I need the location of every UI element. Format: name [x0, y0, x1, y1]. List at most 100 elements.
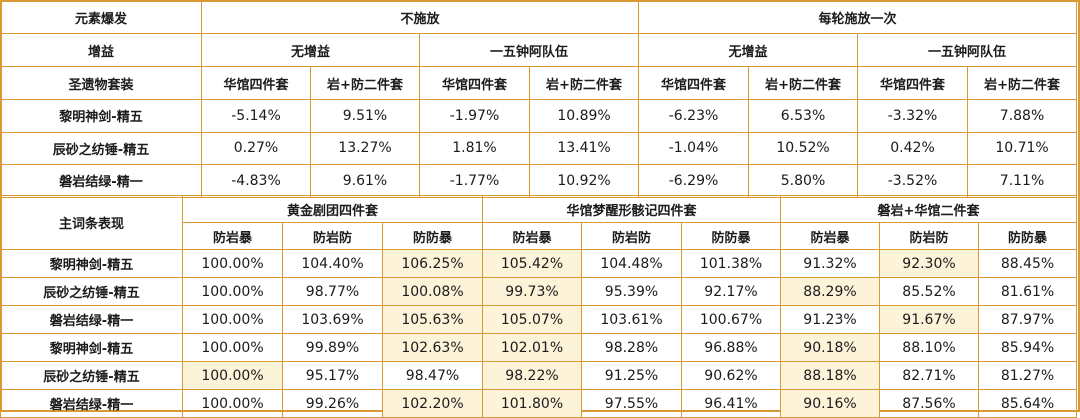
value-cell: 98.22% — [482, 361, 582, 390]
value-cell: 85.94% — [977, 333, 1078, 362]
value-cell: 101.80% — [482, 389, 582, 418]
value-cell: -4.83% — [201, 164, 311, 198]
value-cell: 87.56% — [879, 389, 979, 418]
value-cell: 7.88% — [967, 99, 1078, 133]
value-cell: 96.88% — [681, 333, 781, 362]
weapon-label: 辰砂之纺锤-精五 — [0, 277, 183, 306]
set-cell: 岩+防二件套 — [528, 66, 640, 100]
main-stat-header: 主词条表现 — [0, 195, 183, 250]
set-cell: 岩+防二件套 — [748, 66, 859, 100]
value-cell: 105.42% — [482, 249, 582, 278]
value-cell: -3.52% — [857, 164, 969, 198]
value-cell: 0.27% — [201, 131, 311, 165]
sub-header: 防岩暴 — [780, 222, 880, 250]
value-cell: 100.00% — [182, 361, 283, 390]
weapon-label: 磐岩结绿-精一 — [0, 164, 202, 198]
value-cell: 88.45% — [977, 249, 1078, 278]
value-cell: 5.80% — [748, 164, 859, 198]
table-row: 辰砂之纺锤-精五 100.00% 95.17% 98.47% 98.22% 91.25% 9… — [0, 361, 1078, 390]
value-cell: -1.77% — [419, 164, 530, 198]
set-cell: 华馆四件套 — [857, 66, 969, 100]
value-cell: 13.41% — [528, 131, 640, 165]
value-cell: -6.29% — [638, 164, 750, 198]
value-cell: 104.48% — [581, 249, 682, 278]
burst-header: 元素爆发 — [0, 0, 202, 34]
value-cell: 97.55% — [581, 389, 682, 418]
value-cell: 90.62% — [681, 361, 781, 390]
value-cell: 10.89% — [528, 99, 640, 133]
value-cell: 102.01% — [482, 333, 582, 362]
set-cell: 华馆四件套 — [638, 66, 750, 100]
value-cell: 90.16% — [780, 389, 880, 418]
value-cell: 100.00% — [182, 277, 283, 306]
buff-cell: 一五钟阿队伍 — [418, 33, 640, 67]
value-cell: 99.89% — [282, 333, 383, 362]
value-cell: 9.51% — [310, 99, 420, 133]
sub-header: 防岩暴 — [182, 222, 283, 250]
sub-header: 防防暴 — [681, 222, 781, 250]
weapon-label: 黎明神剑-精五 — [0, 99, 202, 133]
value-cell: 10.92% — [528, 164, 640, 198]
burst-comparison-table: 元素爆发 不施放 每轮施放一次 增益 无增益 一五钟阿队伍 无增益 一五钟阿队伍… — [0, 0, 1078, 198]
buff-cell: 无增益 — [638, 33, 859, 67]
scenario-header: 不施放 — [200, 0, 640, 34]
value-cell: -1.97% — [419, 99, 530, 133]
sub-header: 防防暴 — [977, 222, 1078, 250]
weapon-label: 磐岩结绿-精一 — [0, 389, 183, 418]
sub-header: 防防暴 — [382, 222, 483, 250]
value-cell: 7.11% — [967, 164, 1078, 198]
table-row: 黎明神剑-精五 100.00% 104.40% 106.25% 105.42% 104.4… — [0, 249, 1078, 278]
value-cell: 102.20% — [382, 389, 483, 418]
set-cell: 岩+防二件套 — [967, 66, 1078, 100]
value-cell: 95.17% — [282, 361, 383, 390]
value-cell: 92.17% — [681, 277, 781, 306]
value-cell: 103.69% — [282, 305, 383, 334]
value-cell: 98.47% — [382, 361, 483, 390]
weapon-label: 磐岩结绿-精一 — [0, 305, 183, 334]
value-cell: 1.81% — [419, 131, 530, 165]
value-cell: 90.18% — [780, 333, 880, 362]
buff-cell: 一五钟阿队伍 — [857, 33, 1078, 67]
table-row: 磐岩结绿-精一 100.00% 99.26% 102.20% 101.80% 97.55%… — [0, 389, 1078, 418]
value-cell: 91.23% — [780, 305, 880, 334]
value-cell: 10.71% — [967, 131, 1078, 165]
value-cell: 88.29% — [780, 277, 880, 306]
value-cell: 105.07% — [482, 305, 582, 334]
scenario-header: 每轮施放一次 — [638, 0, 1078, 34]
weapon-label: 黎明神剑-精五 — [0, 249, 183, 278]
sub-header: 防岩防 — [282, 222, 383, 250]
value-cell: 100.00% — [182, 305, 283, 334]
value-cell: 91.32% — [780, 249, 880, 278]
set-cell: 华馆四件套 — [201, 66, 311, 100]
value-cell: 92.30% — [879, 249, 979, 278]
value-cell: 91.67% — [879, 305, 979, 334]
value-cell: -3.32% — [857, 99, 969, 133]
main-stat-table: 主词条表现 黄金剧团四件套 华馆梦醒形骸记四件套 磐岩+华馆二件套 防岩暴 防岩… — [0, 195, 1078, 418]
table-row: 辰砂之纺锤-精五 100.00% 98.77% 100.08% 99.73% 95.39%… — [0, 277, 1078, 306]
value-cell: 100.67% — [681, 305, 781, 334]
value-cell: 9.61% — [310, 164, 420, 198]
weapon-label: 黎明神剑-精五 — [0, 333, 183, 362]
sub-header: 防岩防 — [581, 222, 682, 250]
value-cell: 88.18% — [780, 361, 880, 390]
value-cell: 0.42% — [857, 131, 969, 165]
value-cell: -5.14% — [201, 99, 311, 133]
value-cell: 100.08% — [382, 277, 483, 306]
set-header: 圣遗物套装 — [0, 66, 202, 100]
value-cell: 81.61% — [977, 277, 1078, 306]
value-cell: 101.38% — [681, 249, 781, 278]
value-cell: 98.28% — [581, 333, 682, 362]
sub-header: 防岩防 — [879, 222, 979, 250]
value-cell: 6.53% — [748, 99, 859, 133]
value-cell: 103.61% — [581, 305, 682, 334]
value-cell: 98.77% — [282, 277, 383, 306]
value-cell: 82.71% — [879, 361, 979, 390]
value-cell: 10.52% — [748, 131, 859, 165]
value-cell: 96.41% — [681, 389, 781, 418]
buff-header: 增益 — [0, 33, 202, 67]
sub-header: 防岩暴 — [482, 222, 582, 250]
value-cell: 106.25% — [382, 249, 483, 278]
value-cell: 100.00% — [182, 333, 283, 362]
value-cell: 87.97% — [977, 305, 1078, 334]
group-header: 华馆梦醒形骸记四件套 — [482, 195, 781, 223]
